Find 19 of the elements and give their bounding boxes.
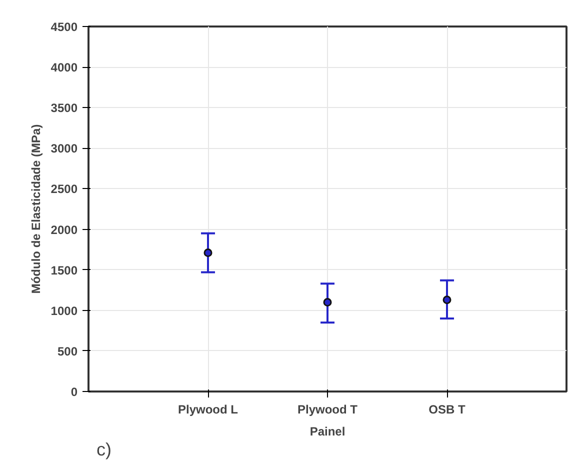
y-tick-label: 4500	[50, 20, 78, 34]
y-tick-label: 1000	[50, 304, 78, 318]
text: c)	[96, 440, 112, 460]
y-tick-label: 4000	[50, 60, 78, 75]
y-axis-title: Módulo de Elasticidade (MPa)	[28, 124, 43, 294]
y-tick-label: 3000	[50, 142, 78, 156]
y-tick-label: 1500	[50, 263, 78, 278]
y-tick-label: 2500	[50, 182, 78, 196]
point	[323, 298, 332, 307]
x-tick-label: OSB T	[428, 402, 466, 416]
y-tick-label: 500	[57, 344, 78, 358]
y-tick-label: 3500	[50, 101, 78, 116]
point	[442, 296, 452, 304]
point	[204, 248, 212, 258]
y-tick-label: 2000	[50, 222, 78, 237]
x-tick-label: Plywood T	[298, 402, 358, 416]
x-axis-title: Painel	[310, 424, 346, 438]
y-tick-label: 0	[70, 385, 78, 399]
x-tick-label: Plywood L	[178, 402, 238, 416]
